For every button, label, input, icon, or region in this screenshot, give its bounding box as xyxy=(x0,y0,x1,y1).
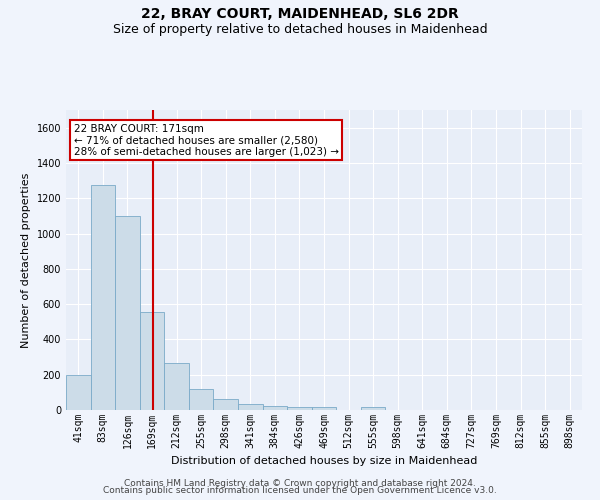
Bar xyxy=(238,404,263,410)
Y-axis label: Number of detached properties: Number of detached properties xyxy=(21,172,31,348)
Bar xyxy=(263,406,287,410)
Bar xyxy=(214,400,238,410)
Bar xyxy=(287,408,312,410)
Bar xyxy=(164,363,189,410)
Bar xyxy=(140,312,164,410)
Bar xyxy=(91,185,115,410)
Bar xyxy=(115,216,140,410)
Text: Contains HM Land Registry data © Crown copyright and database right 2024.: Contains HM Land Registry data © Crown c… xyxy=(124,478,476,488)
Text: Size of property relative to detached houses in Maidenhead: Size of property relative to detached ho… xyxy=(113,22,487,36)
Bar xyxy=(361,408,385,410)
Bar xyxy=(189,389,214,410)
Bar xyxy=(66,374,91,410)
Text: 22 BRAY COURT: 171sqm
← 71% of detached houses are smaller (2,580)
28% of semi-d: 22 BRAY COURT: 171sqm ← 71% of detached … xyxy=(74,124,339,156)
Bar xyxy=(312,408,336,410)
X-axis label: Distribution of detached houses by size in Maidenhead: Distribution of detached houses by size … xyxy=(171,456,477,466)
Text: Contains public sector information licensed under the Open Government Licence v3: Contains public sector information licen… xyxy=(103,486,497,495)
Text: 22, BRAY COURT, MAIDENHEAD, SL6 2DR: 22, BRAY COURT, MAIDENHEAD, SL6 2DR xyxy=(141,8,459,22)
